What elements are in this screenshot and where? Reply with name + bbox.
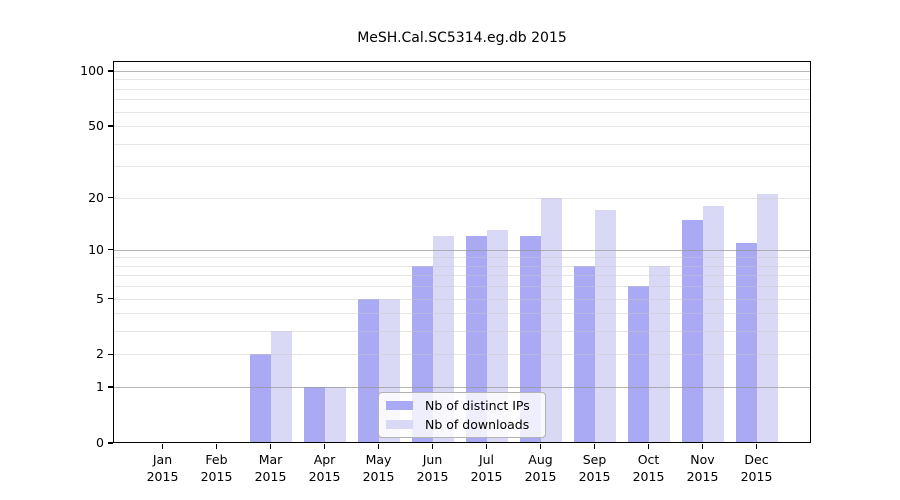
legend-label-distinct-ips: Nb of distinct IPs <box>425 397 530 413</box>
y-tick-label-0: 0 <box>96 435 104 450</box>
x-tick-year: 2015 <box>416 469 449 484</box>
x-tick-month: Feb <box>205 452 228 467</box>
x-tick-nov <box>701 444 704 449</box>
x-tick-jun <box>431 444 434 449</box>
x-tick-label-mar: Mar 2015 <box>244 451 298 485</box>
x-tick-label-jun: Jun 2015 <box>406 451 460 485</box>
plot-border <box>113 61 811 443</box>
y-tick-label-5: 5 <box>96 290 104 306</box>
x-tick-label-jul: Jul 2015 <box>460 451 514 485</box>
x-tick-label-aug: Aug 2015 <box>514 451 568 485</box>
y-tick-label-100: 100 <box>80 62 104 78</box>
x-tick-sep <box>593 444 596 449</box>
x-tick-jan <box>161 444 164 449</box>
y-tick-2 <box>107 353 113 356</box>
legend-swatch-downloads <box>386 419 413 430</box>
legend: Nb of distinct IPs Nb of downloads <box>378 392 546 438</box>
x-tick-month: Sep <box>582 452 607 467</box>
x-tick-year: 2015 <box>632 469 665 484</box>
y-tick-1 <box>107 386 113 388</box>
y-tick-20 <box>107 196 113 199</box>
x-tick-month: Aug <box>528 452 553 467</box>
x-tick-month: Apr <box>313 452 336 467</box>
x-tick-may <box>377 444 380 449</box>
x-tick-month: Dec <box>744 452 769 467</box>
legend-label-downloads: Nb of downloads <box>425 416 530 432</box>
x-tick-year: 2015 <box>578 469 611 484</box>
x-tick-month: Jun <box>422 452 443 467</box>
x-tick-label-sep: Sep 2015 <box>568 451 622 485</box>
x-tick-year: 2015 <box>740 469 773 484</box>
y-tick-label-50: 50 <box>88 118 104 134</box>
x-tick-month: Jan <box>152 452 173 467</box>
x-tick-year: 2015 <box>146 469 179 484</box>
y-tick-10 <box>107 248 113 251</box>
x-tick-apr <box>323 444 326 449</box>
x-tick-year: 2015 <box>470 469 503 484</box>
x-tick-year: 2015 <box>200 469 233 484</box>
x-tick-month: Nov <box>690 452 715 467</box>
x-tick-month: Oct <box>637 452 660 467</box>
x-tick-label-apr: Apr 2015 <box>298 451 352 485</box>
x-tick-month: Mar <box>258 452 283 467</box>
x-tick-month: May <box>365 452 392 467</box>
x-tick-label-jan: Jan 2015 <box>136 451 190 485</box>
y-tick-0 <box>107 442 113 444</box>
x-tick-year: 2015 <box>254 469 287 484</box>
y-tick-label-20: 20 <box>88 189 104 205</box>
x-tick-year: 2015 <box>524 469 557 484</box>
legend-row-distinct-ips: Nb of distinct IPs <box>386 397 538 413</box>
x-tick-label-nov: Nov 2015 <box>676 451 730 485</box>
x-tick-year: 2015 <box>686 469 719 484</box>
x-tick-aug <box>539 444 542 449</box>
x-tick-feb <box>215 444 218 449</box>
x-tick-jul <box>485 444 488 449</box>
legend-swatch-distinct-ips <box>386 400 413 411</box>
x-tick-dec <box>755 444 758 449</box>
x-tick-oct <box>647 444 650 449</box>
x-tick-year: 2015 <box>308 469 341 484</box>
x-tick-label-dec: Dec 2015 <box>730 451 784 485</box>
chart-title: MeSH.Cal.SC5314.eg.db 2015 <box>357 30 567 46</box>
legend-row-downloads: Nb of downloads <box>386 416 538 432</box>
x-tick-label-oct: Oct 2015 <box>622 451 676 485</box>
x-tick-label-feb: Feb 2015 <box>190 451 244 485</box>
y-tick-50 <box>107 125 113 127</box>
y-tick-100 <box>107 70 113 72</box>
y-tick-label-2: 2 <box>96 346 104 362</box>
x-tick-label-may: May 2015 <box>352 451 406 485</box>
y-tick-5 <box>107 297 113 300</box>
y-tick-label-10: 10 <box>88 241 104 257</box>
x-tick-mar <box>269 444 272 449</box>
x-tick-month: Jul <box>478 452 495 467</box>
x-tick-year: 2015 <box>362 469 395 484</box>
y-tick-label-1: 1 <box>96 379 104 395</box>
